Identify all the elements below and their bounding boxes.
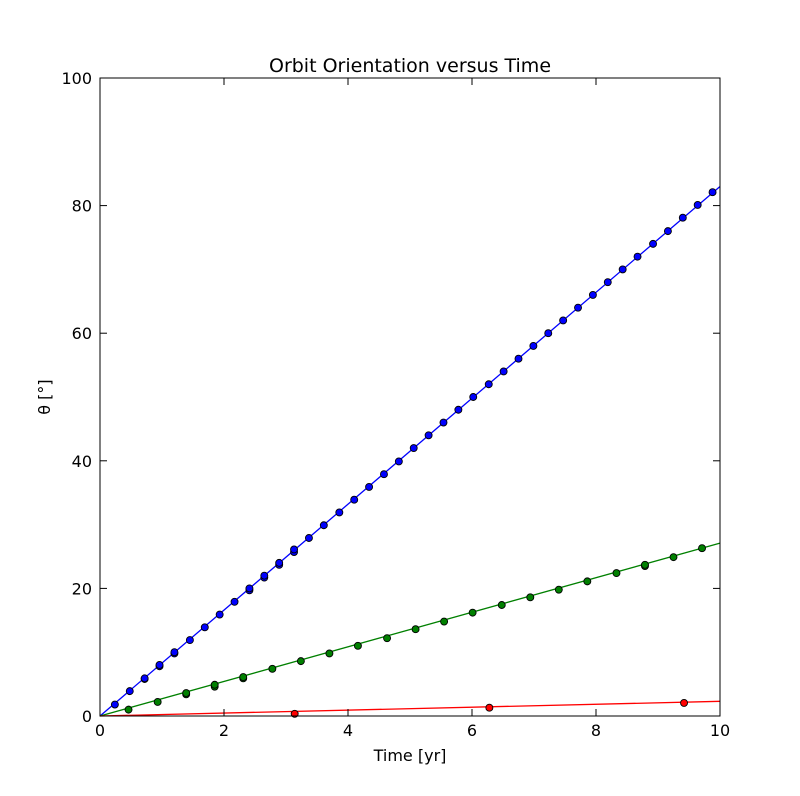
series-1-point — [469, 393, 478, 401]
series-1-point — [499, 367, 508, 376]
y-tick-label: 0 — [82, 707, 92, 726]
series-1-point — [514, 354, 523, 363]
series-1-point — [230, 597, 239, 606]
series-2-point — [440, 617, 449, 626]
x-tick-label: 0 — [95, 721, 105, 740]
y-tick-label: 100 — [61, 69, 92, 88]
series-1-point — [693, 201, 702, 209]
series-2-point — [554, 585, 563, 594]
series-markers — [110, 188, 717, 718]
series-1-point — [380, 470, 388, 479]
series-3-line — [99, 700, 721, 717]
series-1-point — [588, 290, 597, 299]
series-2-point — [383, 634, 392, 643]
series-2-point — [526, 593, 535, 602]
chart-title: Orbit Orientation versus Time — [269, 55, 551, 77]
series-2-point — [124, 705, 133, 714]
series-1-point — [125, 687, 134, 696]
y-tick-label: 40 — [72, 452, 92, 471]
series-1-point — [215, 610, 224, 619]
series-1-point — [574, 303, 582, 312]
series-1-point — [544, 329, 553, 338]
series-1-point — [110, 700, 119, 709]
x-tick-label: 4 — [343, 721, 353, 740]
series-2-point — [411, 625, 420, 634]
y-axis-label: θ [°] — [35, 379, 54, 414]
series-2-point — [641, 560, 649, 569]
series-2-point — [468, 608, 477, 617]
series-2-point — [210, 680, 219, 689]
y-tick-label: 80 — [72, 197, 92, 216]
series-1-point — [335, 508, 344, 517]
series-1-point — [140, 674, 149, 683]
series-1-point — [663, 227, 672, 236]
series-1-point — [618, 265, 627, 274]
y-tick-label: 60 — [72, 324, 92, 343]
series-1-point — [350, 495, 359, 504]
series-2-point — [153, 698, 162, 706]
series-1-point — [260, 571, 269, 580]
series-2-point — [583, 577, 592, 586]
series-lines — [99, 185, 721, 717]
series-1-point — [603, 278, 612, 287]
series-2-point — [182, 689, 191, 697]
series-1-point — [290, 545, 299, 554]
series-1-point — [484, 380, 493, 389]
series-1-point — [394, 457, 403, 466]
series-1-point — [319, 521, 328, 530]
series-2-line — [99, 542, 721, 717]
series-1-point — [409, 444, 418, 452]
series-1-point — [559, 316, 568, 325]
series-2-point — [497, 601, 506, 609]
series-2-point — [296, 657, 305, 666]
plot-frame — [99, 77, 721, 717]
series-2-point — [268, 664, 277, 673]
series-1-point — [200, 623, 209, 632]
x-tick-label: 10 — [710, 721, 730, 740]
x-tick-label: 2 — [219, 721, 229, 740]
series-2-point — [669, 553, 678, 562]
x-tick-label: 8 — [591, 721, 601, 740]
series-2-point — [353, 641, 362, 650]
series-2-point — [239, 673, 248, 682]
series-1-point — [529, 342, 538, 350]
series-1-point — [633, 252, 642, 261]
series-1-point — [304, 534, 313, 542]
x-axis-label: Time [yr] — [373, 746, 447, 765]
series-2-point — [325, 649, 334, 658]
series-1-point — [365, 483, 374, 491]
series-1-point — [245, 584, 254, 593]
series-1-point — [708, 188, 717, 197]
series-1-point — [185, 636, 194, 645]
series-1-point — [649, 239, 657, 248]
series-1-point — [155, 661, 164, 669]
y-tick-label: 20 — [72, 579, 92, 598]
series-1-point — [678, 213, 687, 222]
x-tick-label: 6 — [467, 721, 477, 740]
series-1-line — [99, 185, 721, 717]
series-3-point — [680, 698, 688, 707]
series-1-point — [275, 558, 284, 567]
series-1-point — [170, 648, 179, 657]
series-2-point — [698, 544, 706, 553]
series-3-point — [485, 703, 494, 712]
series-1-point — [439, 418, 448, 427]
series-2-point — [612, 569, 621, 578]
series-1-point — [454, 405, 463, 414]
series-1-point — [424, 431, 433, 440]
